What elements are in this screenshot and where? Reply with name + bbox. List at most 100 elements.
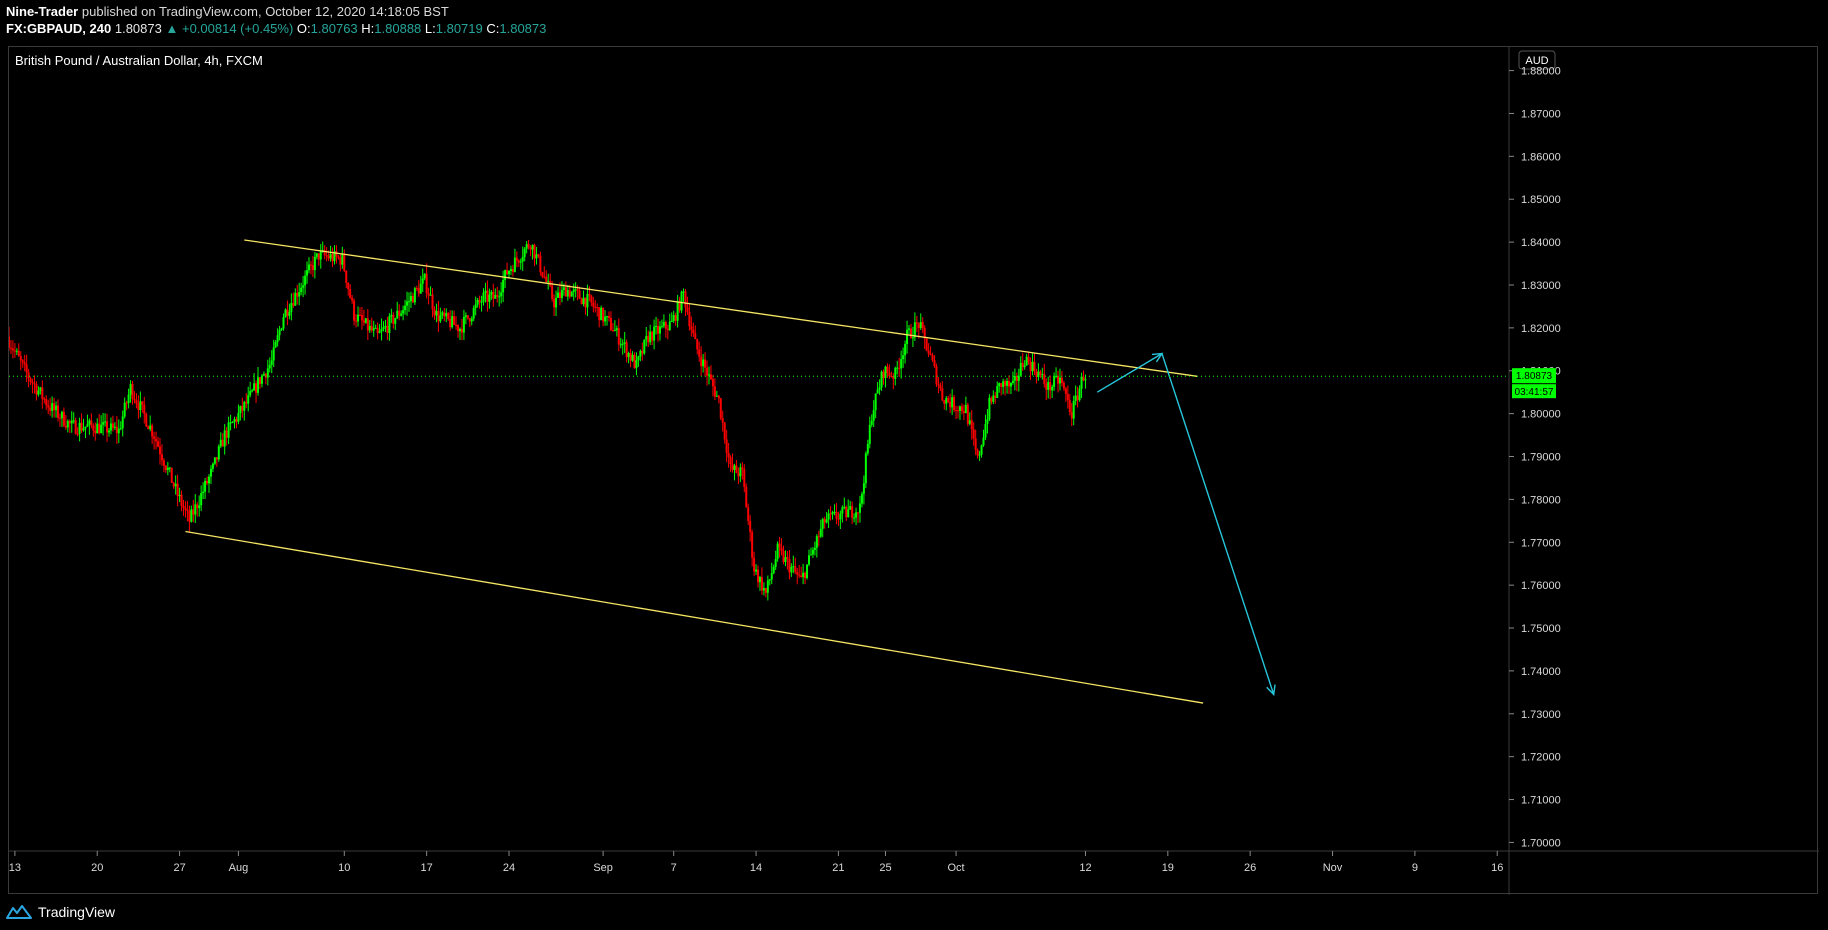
candle-body xyxy=(188,510,191,522)
candle-body xyxy=(1002,381,1005,387)
candle-body xyxy=(233,419,236,423)
candle-body xyxy=(625,342,628,358)
x-tick-label: 14 xyxy=(750,862,762,874)
candle-body xyxy=(353,300,356,321)
candle-body xyxy=(413,288,416,303)
candle-body xyxy=(523,248,526,257)
candle-body xyxy=(51,403,54,411)
candle-body xyxy=(684,291,687,308)
candle-body xyxy=(162,460,165,466)
candle-body xyxy=(115,426,118,434)
candle-body xyxy=(568,290,571,297)
candle-body xyxy=(764,588,767,593)
candle-body xyxy=(92,425,95,431)
candle-body xyxy=(947,397,950,402)
candle-body xyxy=(111,423,114,428)
candle-body xyxy=(57,405,60,418)
candle-body xyxy=(449,319,452,328)
candle-body xyxy=(902,355,905,360)
candle-body xyxy=(106,421,109,433)
candle-body xyxy=(757,569,760,583)
candle-body xyxy=(702,359,705,367)
candle-body xyxy=(378,331,381,333)
candle-body xyxy=(398,310,401,316)
y-tick-label: 1.82000 xyxy=(1521,323,1561,335)
candle-body xyxy=(855,512,858,518)
tradingview-brand[interactable]: TradingView xyxy=(38,904,116,920)
candle-body xyxy=(102,422,105,425)
candle-body xyxy=(400,313,403,316)
candle-body xyxy=(186,509,189,511)
candle-body xyxy=(951,397,954,408)
candle-body xyxy=(937,384,940,386)
candle-body xyxy=(537,254,540,256)
candle-body xyxy=(913,322,916,338)
candle-body xyxy=(47,405,50,408)
candle-body xyxy=(776,543,779,559)
candle-body xyxy=(108,430,110,433)
candle-body xyxy=(553,298,556,308)
candle-body xyxy=(174,483,177,487)
candle-body xyxy=(657,325,660,334)
candle-body xyxy=(125,402,128,404)
symbol-label: FX:GBPAUD, 240 xyxy=(6,21,112,36)
candle-body xyxy=(527,244,530,248)
chart-panel[interactable]: British Pound / Australian Dollar, 4h, F… xyxy=(8,46,1819,895)
candle-body xyxy=(72,420,75,422)
candle-body xyxy=(498,296,501,298)
candle-body xyxy=(17,350,20,357)
candle-body xyxy=(788,559,791,573)
candle-body xyxy=(849,506,852,510)
candle-body xyxy=(1021,362,1024,368)
candle-body xyxy=(1080,376,1083,389)
candle-body xyxy=(517,260,520,263)
candle-body xyxy=(182,505,185,509)
candle-body xyxy=(931,354,934,361)
candle-body xyxy=(943,400,946,404)
candle-body xyxy=(145,413,148,427)
candle-body xyxy=(315,253,318,257)
candle-body xyxy=(670,321,673,323)
candle-body xyxy=(355,320,358,322)
candle-body xyxy=(41,387,44,399)
candle-body xyxy=(1008,381,1010,387)
candle-body xyxy=(592,302,595,307)
candle-body xyxy=(802,572,805,578)
candle-body xyxy=(982,437,985,446)
candle-body xyxy=(558,292,561,299)
candle-body xyxy=(729,457,732,465)
candle-body xyxy=(1023,365,1026,368)
candle-body xyxy=(94,430,97,434)
candle-body xyxy=(486,290,489,302)
candle-body xyxy=(833,511,836,513)
candle-body xyxy=(674,315,677,321)
candle-body xyxy=(584,297,587,308)
candle-body xyxy=(904,344,907,356)
candle-body xyxy=(247,395,250,404)
candle-body xyxy=(725,439,728,454)
countdown-label: 03:41:57 xyxy=(1515,387,1554,398)
candle-body xyxy=(878,387,881,390)
candle-body xyxy=(1060,377,1063,383)
candle-body xyxy=(1004,381,1007,386)
high-value: 1.80888 xyxy=(374,21,422,36)
candle-body xyxy=(621,343,624,345)
candle-body xyxy=(196,504,199,509)
candle-body xyxy=(996,386,999,398)
candle-body xyxy=(927,350,930,354)
candle-body xyxy=(651,331,654,341)
candle-body xyxy=(435,310,438,316)
candle-body xyxy=(962,410,965,414)
price-chart[interactable]: British Pound / Australian Dollar, 4h, F… xyxy=(9,47,1819,895)
last-price: 1.80873 xyxy=(114,21,162,36)
candle-body xyxy=(172,482,175,487)
candle-body xyxy=(360,314,363,321)
x-tick-label: 17 xyxy=(421,862,433,874)
y-tick-label: 1.70000 xyxy=(1521,837,1561,849)
candle-body xyxy=(437,310,440,322)
y-tick-label: 1.80000 xyxy=(1521,409,1561,421)
candle-body xyxy=(768,579,771,581)
candle-body xyxy=(235,419,238,422)
candle-body xyxy=(274,341,277,348)
author-name[interactable]: Nine-Trader xyxy=(6,4,79,19)
